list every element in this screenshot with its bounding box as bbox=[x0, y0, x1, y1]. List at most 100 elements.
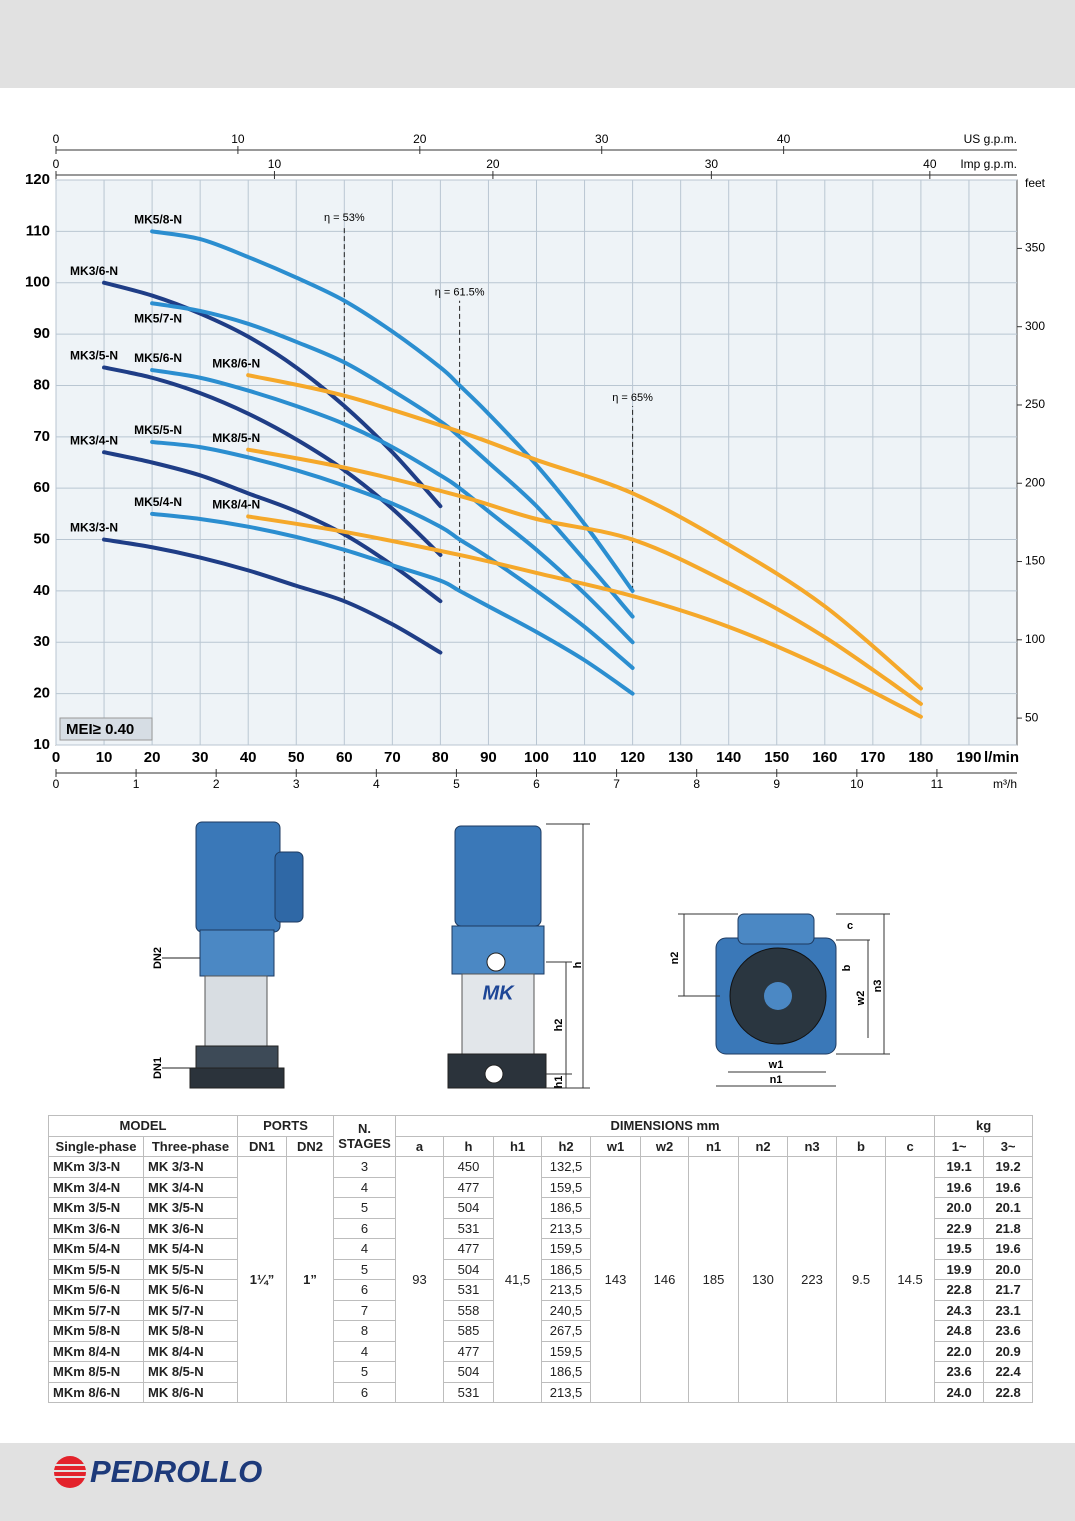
y-tick-label: 80 bbox=[33, 376, 50, 393]
axis-tick-label: 0 bbox=[53, 132, 60, 146]
x-tick-label: 190 bbox=[956, 749, 981, 766]
model-cell: MKm 8/6-N bbox=[48, 1381, 144, 1403]
pump-side-view: DN2 DN1 bbox=[152, 821, 304, 1089]
column-header: 1~ bbox=[934, 1135, 985, 1157]
header-cell: MODEL bbox=[47, 1115, 239, 1137]
model-cell: MK 5/7-N bbox=[142, 1299, 239, 1321]
dim-cell: 213,5 bbox=[541, 1279, 592, 1301]
weight-cell: 19.6 bbox=[983, 1176, 1034, 1198]
weight-cell: 20.1 bbox=[983, 1197, 1034, 1219]
axis-label: Imp g.p.m. bbox=[960, 157, 1017, 171]
axis-tick-label: 7 bbox=[613, 777, 620, 791]
model-cell: MK 8/4-N bbox=[142, 1340, 239, 1362]
column-header: DN1 bbox=[237, 1135, 288, 1157]
y-tick-label: 30 bbox=[33, 633, 50, 650]
model-cell: MKm 5/7-N bbox=[48, 1299, 144, 1321]
axis-tick-label: 1 bbox=[133, 777, 140, 791]
weight-cell: 20.0 bbox=[934, 1197, 985, 1219]
model-cell: MKm 3/3-N bbox=[48, 1156, 144, 1178]
x-tick-label: 120 bbox=[620, 749, 645, 766]
axis-tick-label: 11 bbox=[931, 777, 944, 791]
dim-cell: 213,5 bbox=[541, 1381, 592, 1403]
weight-cell: 21.8 bbox=[983, 1217, 1034, 1239]
column-header: b bbox=[836, 1135, 887, 1157]
series-label: MK8/6-N bbox=[212, 356, 260, 370]
y2-tick-label: 350 bbox=[1025, 241, 1045, 255]
weight-cell: 23.6 bbox=[983, 1320, 1034, 1342]
axis-tick-label: 30 bbox=[705, 157, 719, 171]
curve bbox=[246, 514, 923, 719]
dim-label: w2 bbox=[855, 991, 867, 1007]
dim-cell: 186,5 bbox=[541, 1258, 592, 1280]
weight-cell: 23.6 bbox=[934, 1361, 985, 1383]
stages-cell: 6 bbox=[333, 1217, 397, 1239]
x-axis-label: l/min bbox=[984, 749, 1019, 766]
dim-cell: 159,5 bbox=[541, 1340, 592, 1362]
pump-top-view: n2 c b w2 n3 w1 n1 bbox=[669, 913, 890, 1087]
table-row: MODEL PORTS N. STAGES DIMENSIONS mm kg bbox=[47, 1115, 1034, 1157]
shared-cell: 185 bbox=[688, 1156, 740, 1403]
series-label: MK5/8-N bbox=[134, 213, 182, 227]
weight-cell: 20.0 bbox=[983, 1258, 1034, 1280]
axis-tick-label: 10 bbox=[231, 132, 245, 146]
dim-cell: 132,5 bbox=[541, 1156, 592, 1178]
weight-cell: 24.0 bbox=[934, 1381, 985, 1403]
dim-cell: 531 bbox=[443, 1217, 495, 1239]
dim-cell: 504 bbox=[443, 1197, 495, 1219]
series-label: MK3/3-N bbox=[70, 521, 118, 535]
curve bbox=[150, 301, 635, 619]
weight-cell: 19.1 bbox=[934, 1156, 985, 1178]
weight-cell: 19.5 bbox=[934, 1238, 985, 1260]
column-header: DN2 bbox=[286, 1135, 335, 1157]
axis-tick-label: 0 bbox=[53, 157, 60, 171]
column-header: w2 bbox=[640, 1135, 690, 1157]
y2-tick-label: 200 bbox=[1025, 475, 1045, 489]
model-cell: MK 3/5-N bbox=[142, 1197, 239, 1219]
model-cell: MKm 8/5-N bbox=[48, 1361, 144, 1383]
axis-tick-label: 0 bbox=[53, 777, 60, 791]
dim-cell: 477 bbox=[443, 1176, 495, 1198]
curve bbox=[246, 373, 923, 691]
y-tick-label: 90 bbox=[33, 325, 50, 342]
y-tick-label: 70 bbox=[33, 428, 50, 445]
shared-cell: 14.5 bbox=[885, 1156, 936, 1403]
series-label: MK5/6-N bbox=[134, 351, 182, 365]
column-header: c bbox=[885, 1135, 936, 1157]
shared-cell: 130 bbox=[738, 1156, 789, 1403]
model-cell: MK 5/5-N bbox=[142, 1258, 239, 1280]
table-row: MKm 8/5-N MK 8/5-N 5 504 186,5 23.6 22.4 bbox=[48, 1361, 1034, 1383]
y-tick-label: 40 bbox=[33, 582, 50, 599]
x-tick-label: 90 bbox=[480, 749, 497, 766]
dim-label: h1 bbox=[553, 1076, 565, 1089]
brand-text: PEDROLLO bbox=[90, 1454, 262, 1489]
model-cell: MK 5/4-N bbox=[142, 1238, 239, 1260]
pump-front-view: MK h h2 h1 bbox=[447, 823, 590, 1089]
axis-tick-label: 10 bbox=[268, 157, 282, 171]
y2-tick-label: 50 bbox=[1025, 710, 1039, 724]
axis-tick-label: 30 bbox=[595, 132, 609, 146]
model-cell: MK 5/6-N bbox=[142, 1279, 239, 1301]
dim-cell: 531 bbox=[443, 1279, 495, 1301]
stages-cell: 4 bbox=[333, 1176, 397, 1198]
column-header: h bbox=[443, 1135, 495, 1157]
dimension-table: MODEL PORTS N. STAGES DIMENSIONS mm kg Single… bbox=[47, 1115, 1034, 1403]
column-header: Three-phase bbox=[142, 1135, 239, 1157]
shared-cell: 146 bbox=[640, 1156, 690, 1403]
column-header: h1 bbox=[493, 1135, 543, 1157]
weight-cell: 22.4 bbox=[983, 1361, 1034, 1383]
x-tick-label: 30 bbox=[192, 749, 209, 766]
curve bbox=[102, 537, 443, 655]
axis-tick-label: 9 bbox=[773, 777, 780, 791]
pump-logo: MK bbox=[482, 982, 515, 1004]
axis-tick-label: 10 bbox=[850, 777, 864, 791]
dim-label: h2 bbox=[553, 1019, 565, 1032]
shared-cell: 93 bbox=[395, 1156, 445, 1403]
y2-axis-label: feet bbox=[1025, 176, 1046, 190]
x-tick-label: 60 bbox=[336, 749, 353, 766]
table-row: MKm 3/4-N MK 3/4-N 4 477 159,5 19.6 19.6 bbox=[48, 1176, 1034, 1198]
x-tick-label: 110 bbox=[572, 749, 596, 766]
curve bbox=[246, 447, 923, 706]
stages-cell: 6 bbox=[333, 1279, 397, 1301]
